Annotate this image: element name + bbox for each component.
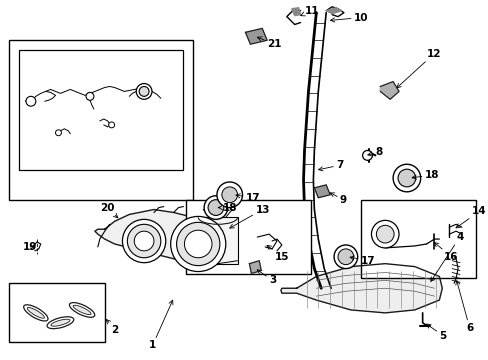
Circle shape (122, 219, 165, 263)
Polygon shape (380, 82, 398, 99)
Text: 4: 4 (430, 232, 463, 282)
Text: 19: 19 (23, 242, 38, 252)
Ellipse shape (73, 305, 91, 315)
Circle shape (176, 222, 220, 266)
Circle shape (127, 224, 161, 258)
Circle shape (26, 96, 36, 106)
Circle shape (337, 249, 353, 265)
Polygon shape (95, 210, 227, 264)
Ellipse shape (23, 305, 48, 321)
Circle shape (208, 200, 224, 215)
Bar (9, 40, 193, 200)
Circle shape (86, 93, 94, 100)
Circle shape (134, 231, 154, 251)
Circle shape (397, 169, 415, 187)
Polygon shape (291, 8, 300, 15)
Text: 8: 8 (367, 148, 382, 157)
Circle shape (376, 225, 393, 243)
Circle shape (392, 164, 420, 192)
Bar (9, 283, 104, 342)
Circle shape (217, 182, 242, 208)
Text: 9: 9 (329, 193, 346, 205)
Circle shape (139, 86, 149, 96)
Circle shape (184, 230, 212, 258)
Ellipse shape (47, 317, 74, 329)
Circle shape (170, 216, 225, 271)
Text: 18: 18 (218, 203, 237, 212)
Polygon shape (245, 28, 266, 44)
Text: 6: 6 (455, 281, 472, 333)
Ellipse shape (51, 319, 70, 326)
Bar (198, 217, 237, 264)
Text: 5: 5 (426, 324, 446, 341)
Bar (19, 50, 183, 170)
Polygon shape (314, 185, 329, 198)
Text: 16: 16 (433, 243, 458, 262)
Polygon shape (249, 261, 261, 274)
Ellipse shape (69, 303, 95, 317)
Text: 10: 10 (330, 13, 367, 23)
Text: 7: 7 (318, 160, 343, 171)
Text: 17: 17 (236, 193, 260, 203)
Text: 13: 13 (229, 204, 269, 228)
Circle shape (136, 84, 152, 99)
Ellipse shape (27, 307, 44, 318)
Circle shape (222, 187, 237, 203)
Text: 3: 3 (257, 270, 276, 285)
Polygon shape (325, 8, 341, 14)
Bar (360, 200, 475, 278)
Text: 17: 17 (349, 256, 374, 266)
Circle shape (333, 245, 357, 269)
Text: 18: 18 (411, 170, 438, 180)
Circle shape (371, 220, 398, 248)
Text: 15: 15 (266, 246, 289, 262)
Text: 14: 14 (455, 207, 486, 228)
Text: 11: 11 (300, 6, 318, 16)
Circle shape (362, 150, 372, 160)
Text: 12: 12 (396, 49, 440, 88)
Text: 2: 2 (106, 320, 119, 334)
Text: 1: 1 (149, 300, 173, 350)
Bar (186, 200, 311, 274)
Circle shape (203, 196, 227, 219)
Circle shape (56, 130, 61, 136)
Circle shape (108, 122, 114, 128)
Text: 21: 21 (257, 37, 281, 49)
Polygon shape (280, 264, 442, 313)
Text: 20: 20 (100, 203, 118, 218)
